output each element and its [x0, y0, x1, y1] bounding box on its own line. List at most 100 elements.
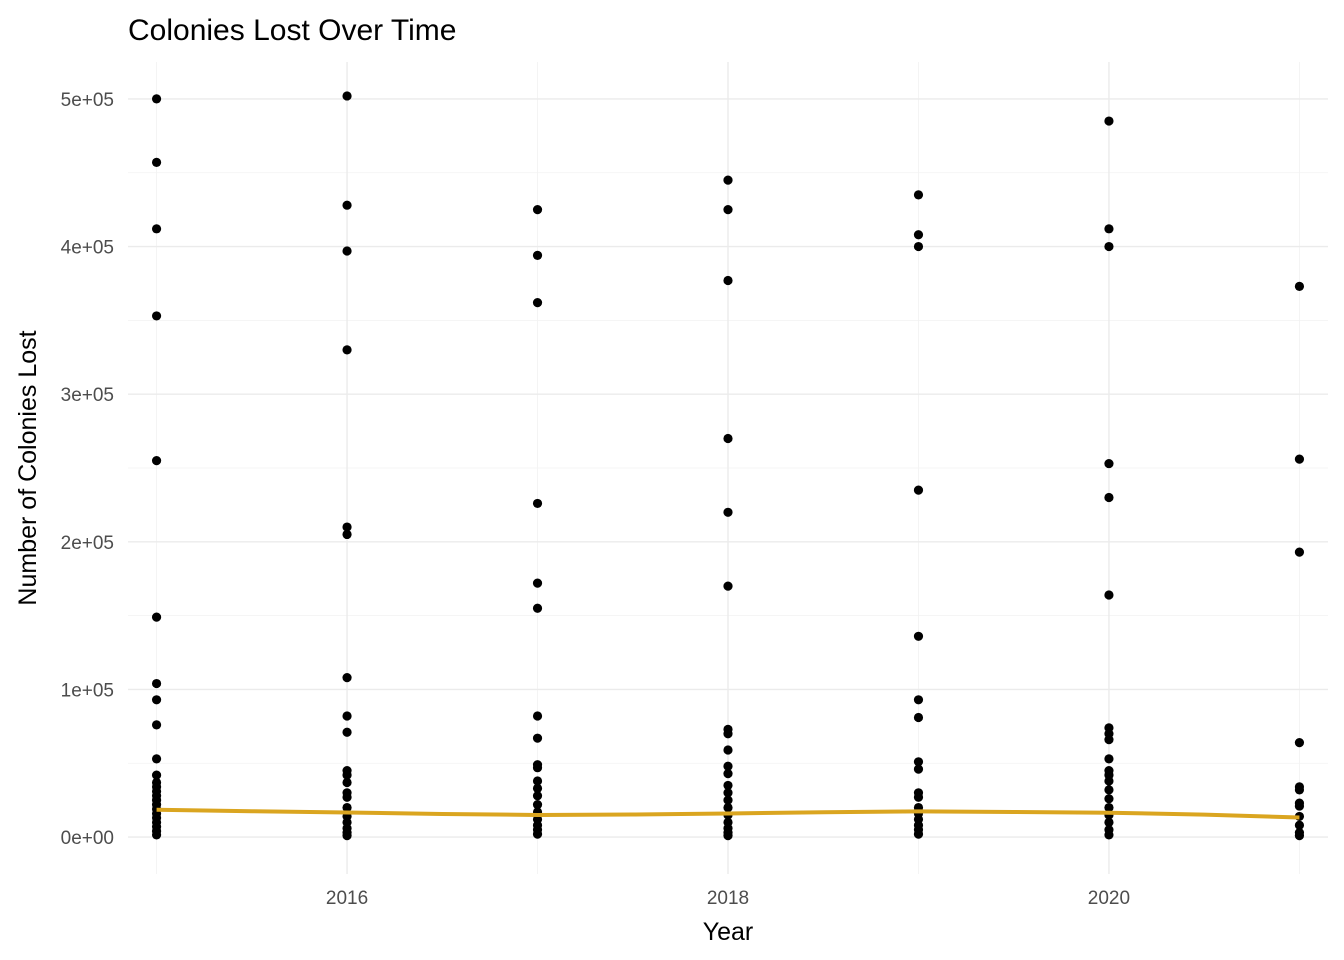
y-axis-title: Number of Colonies Lost — [14, 330, 42, 605]
x-tick-label: 2016 — [326, 888, 368, 909]
data-point — [1104, 492, 1114, 503]
data-point — [532, 578, 543, 588]
data-point — [151, 157, 162, 167]
data-point — [151, 311, 162, 321]
data-point — [1294, 831, 1305, 841]
data-point — [342, 770, 352, 780]
data-point — [723, 275, 733, 286]
data-point — [532, 763, 543, 773]
data-point — [1104, 224, 1114, 234]
data-point — [723, 795, 733, 805]
data-point — [723, 831, 733, 841]
data-point — [913, 712, 924, 723]
data-point — [532, 791, 543, 801]
data-point — [913, 631, 924, 641]
data-point — [342, 673, 352, 683]
data-point — [1294, 281, 1305, 292]
data-point — [342, 727, 352, 737]
data-point — [532, 298, 543, 308]
y-tick-label: 3e+05 — [61, 385, 114, 406]
data-point — [1104, 794, 1114, 804]
data-point — [342, 711, 352, 721]
data-point — [723, 729, 733, 739]
y-tick-label: 5e+05 — [61, 90, 114, 111]
y-axis-tick-labels: 0e+00 1e+05 2e+05 3e+05 4e+05 5e+05 — [61, 90, 114, 849]
data-point — [913, 792, 924, 802]
data-point — [913, 829, 924, 839]
data-point — [913, 230, 924, 240]
data-point — [723, 507, 733, 517]
data-point — [723, 780, 733, 791]
data-point — [1104, 754, 1114, 764]
data-point — [1294, 547, 1305, 557]
data-point — [342, 802, 352, 813]
data-point — [1294, 738, 1305, 748]
data-point — [342, 246, 352, 256]
data-point — [342, 345, 352, 355]
data-point — [532, 733, 543, 743]
data-point — [913, 190, 924, 200]
data-point — [913, 485, 924, 495]
data-point — [342, 529, 352, 540]
data-point — [1104, 116, 1114, 126]
data-point — [1294, 820, 1305, 830]
data-point — [532, 783, 543, 793]
data-point — [151, 754, 162, 764]
data-point — [151, 770, 162, 780]
data-point — [723, 205, 733, 215]
data-point — [723, 581, 733, 591]
data-point — [342, 200, 352, 210]
data-point — [1104, 241, 1114, 252]
data-point — [723, 802, 733, 813]
data-point — [723, 433, 733, 444]
y-tick-label: 2e+05 — [61, 533, 114, 554]
data-point — [342, 792, 352, 802]
data-point — [151, 224, 162, 234]
data-point — [151, 456, 162, 466]
data-point — [723, 745, 733, 755]
x-axis-title: Year — [703, 918, 754, 946]
data-point — [151, 94, 162, 104]
data-point — [532, 829, 543, 839]
chart-title: Colonies Lost Over Time — [128, 14, 456, 47]
trend-line-group — [156, 807, 1300, 820]
data-point — [1104, 802, 1114, 813]
data-point — [1104, 458, 1114, 469]
data-point — [1104, 817, 1114, 827]
data-point — [151, 720, 162, 730]
data-point — [1104, 785, 1114, 795]
data-point — [913, 695, 924, 705]
data-point — [342, 91, 352, 101]
trend-line — [156, 807, 1300, 820]
data-point — [1294, 801, 1305, 811]
data-point — [342, 831, 352, 841]
data-point — [151, 678, 162, 689]
data-point — [532, 205, 543, 215]
data-point — [723, 769, 733, 779]
data-point — [1104, 776, 1114, 786]
data-point — [151, 695, 162, 705]
data-point — [532, 250, 543, 261]
data-point — [151, 612, 162, 622]
data-point — [1104, 590, 1114, 600]
data-point — [532, 800, 543, 810]
data-point — [913, 757, 924, 767]
data-point — [1294, 454, 1305, 464]
data-point — [532, 776, 543, 786]
data-point — [342, 522, 352, 532]
data-point — [1294, 785, 1305, 795]
data-point — [913, 764, 924, 774]
data-point — [532, 603, 543, 613]
x-tick-label: 2020 — [1088, 888, 1130, 909]
data-point — [723, 788, 733, 798]
x-tick-label: 2018 — [707, 888, 749, 909]
data-point — [1104, 735, 1114, 745]
data-point — [723, 761, 733, 771]
x-axis-tick-labels: 2016 2018 2020 — [326, 888, 1130, 909]
data-point — [723, 175, 733, 185]
data-point — [532, 498, 543, 509]
y-tick-label: 4e+05 — [61, 238, 114, 259]
data-point — [1104, 830, 1114, 840]
data-point — [342, 777, 352, 788]
